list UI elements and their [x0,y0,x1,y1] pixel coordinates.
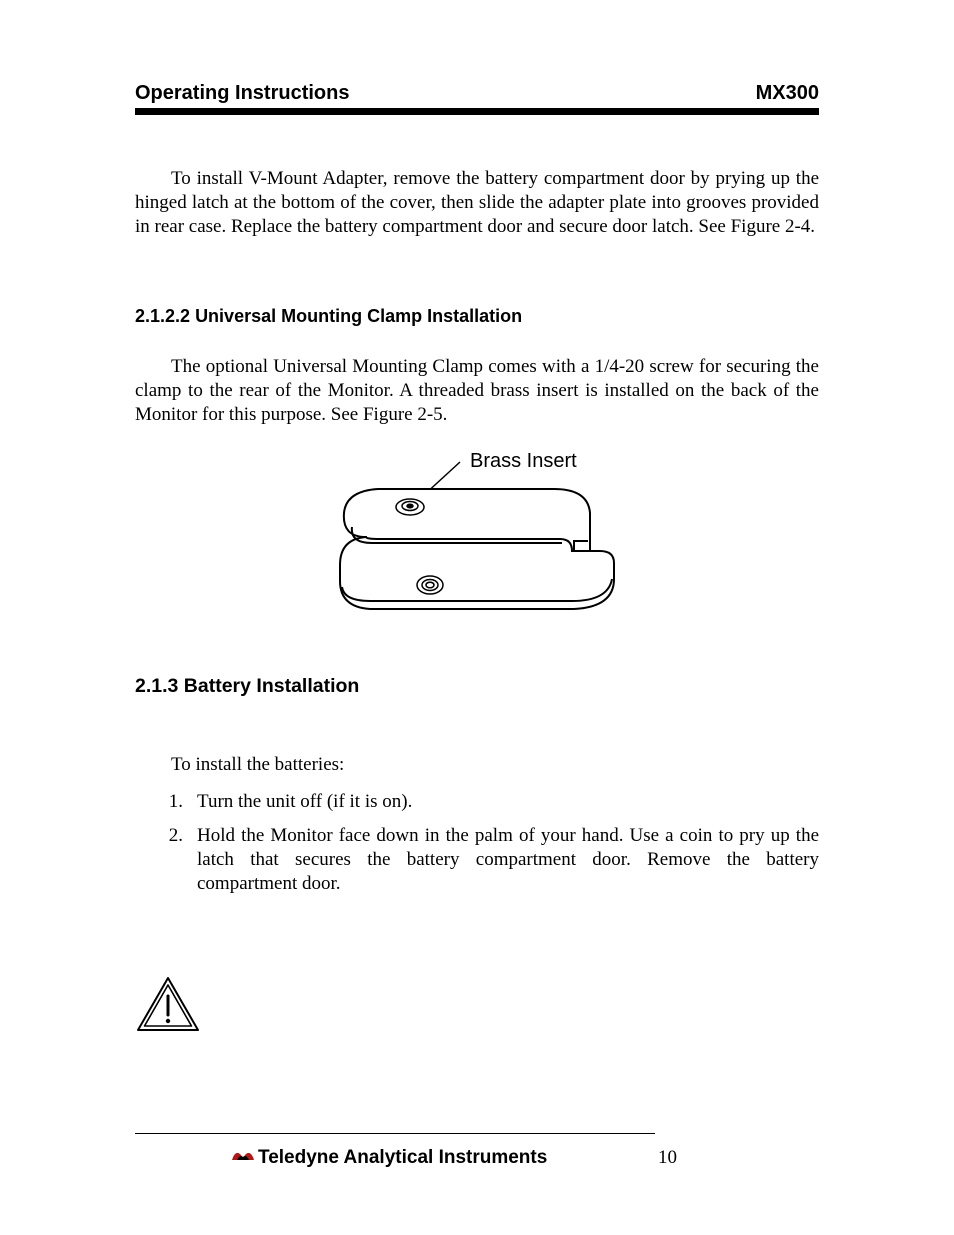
heading-umc-number: 2.1.2.2 [135,306,190,326]
page: Operating Instructions MX300 To install … [0,0,954,1235]
para-umc: The optional Universal Mounting Clamp co… [135,355,819,426]
heading-battery: 2.1.3 Battery Installation [135,675,819,698]
footer-company: Teledyne Analytical Instruments [258,1147,547,1169]
device-outline [340,489,614,609]
heading-umc-title: Universal Mounting Clamp Installation [195,306,522,326]
footer-rule [135,1133,655,1134]
figure-monitor-rear: Brass Insert [135,451,819,629]
step-text: Turn the unit off (if it is on). [197,790,819,814]
header-rule [135,108,819,115]
header-right: MX300 [756,82,819,105]
step-number: 1. [135,790,197,814]
heading-battery-number: 2.1.3 [135,675,178,697]
latch-icon [417,576,443,594]
figure-callout-label: Brass Insert [470,451,577,472]
para-vmount: To install V-Mount Adapter, remove the b… [135,167,819,238]
page-header: Operating Instructions MX300 [135,82,819,105]
step-number: 2. [135,824,197,897]
list-item: 2. Hold the Monitor face down in the pal… [135,824,819,897]
footer-row: Teledyne Analytical Instruments 10 [135,1146,819,1169]
steps-list: 1. Turn the unit off (if it is on). 2. H… [135,790,819,897]
step-text: Hold the Monitor face down in the palm o… [197,824,819,897]
brass-insert-icon [396,499,424,515]
caution-icon [135,975,819,1038]
figure-svg: Brass Insert [322,451,632,629]
footer-page-number: 10 [658,1147,677,1169]
heading-umc: 2.1.2.2 Universal Mounting Clamp Install… [135,306,819,327]
list-item: 1. Turn the unit off (if it is on). [135,790,819,814]
teledyne-logo-icon [231,1146,255,1169]
page-footer: Teledyne Analytical Instruments 10 [135,1133,819,1169]
heading-battery-title: Battery Installation [184,675,360,697]
header-left: Operating Instructions [135,82,349,105]
steps-intro: To install the batteries: [171,754,819,776]
